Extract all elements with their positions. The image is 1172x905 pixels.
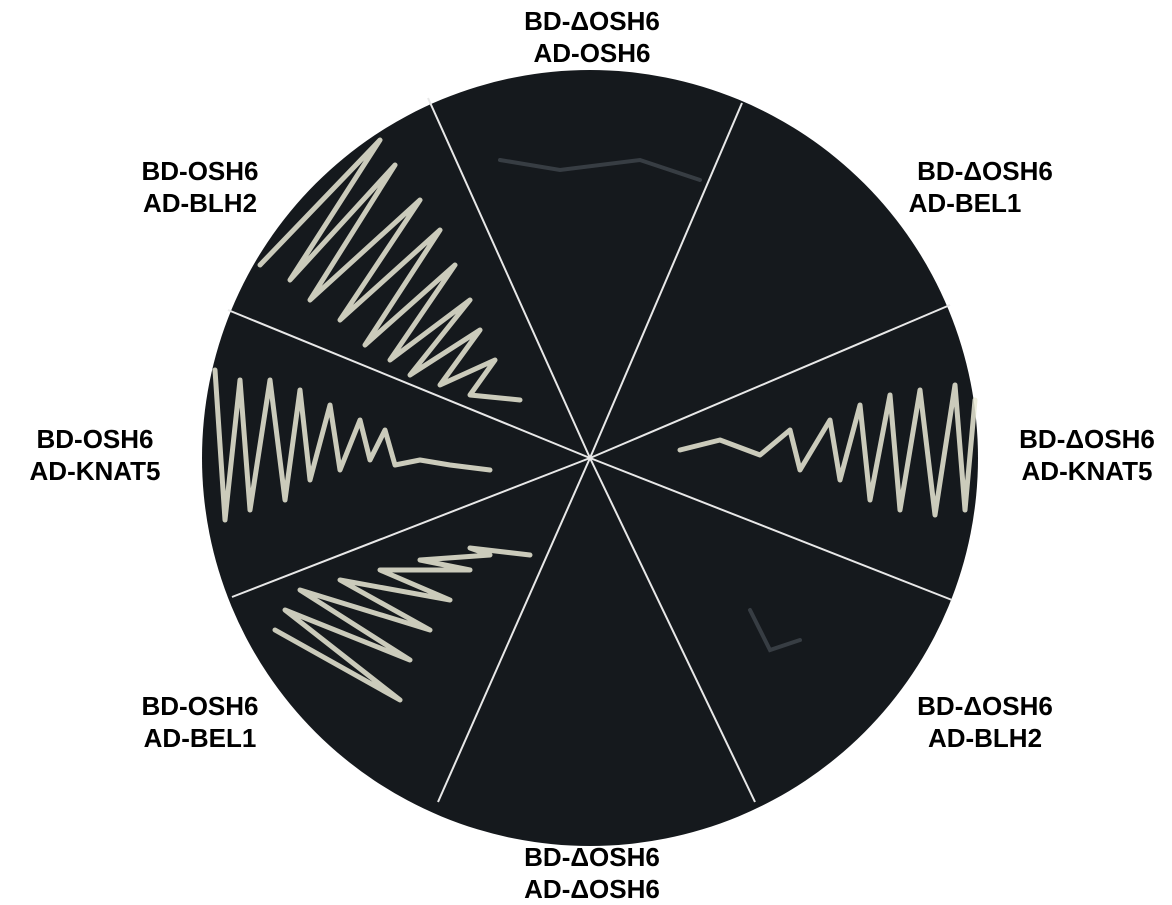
- colony-streak: [257, 137, 523, 403]
- label-line: AD-KNAT5: [30, 456, 161, 486]
- divider: [589, 457, 953, 601]
- label-line: BD-ΔOSH6: [524, 842, 660, 872]
- colony-streak: [212, 367, 493, 523]
- label-line: AD-KNAT5: [1022, 456, 1153, 486]
- label-line: AD-BEL1: [909, 188, 1022, 218]
- divider: [227, 309, 591, 459]
- label-line: AD-ΔOSH6: [524, 874, 660, 904]
- label-line: BD-OSH6: [141, 156, 258, 186]
- label-line: BD-OSH6: [36, 424, 153, 454]
- divider: [231, 457, 591, 598]
- label-line: BD-OSH6: [141, 691, 258, 721]
- colony-streak: [272, 545, 533, 703]
- label-line: AD-BLH2: [928, 723, 1042, 753]
- divider: [589, 102, 743, 459]
- label-line: BD-ΔOSH6: [917, 691, 1053, 721]
- faint-streak: [748, 608, 802, 653]
- label-line: BD-ΔOSH6: [1019, 424, 1155, 454]
- colony-streak: [677, 382, 978, 518]
- divider: [589, 304, 951, 459]
- divider: [589, 457, 756, 803]
- label-line: AD-BLH2: [143, 188, 257, 218]
- faint-streak: [498, 157, 702, 182]
- label-line: BD-ΔOSH6: [524, 6, 660, 36]
- plate: [202, 70, 978, 846]
- divider: [427, 97, 591, 459]
- label-line: AD-OSH6: [533, 38, 650, 68]
- divider: [437, 457, 591, 803]
- label-line: AD-BEL1: [144, 723, 257, 753]
- label-line: BD-ΔOSH6: [917, 156, 1053, 186]
